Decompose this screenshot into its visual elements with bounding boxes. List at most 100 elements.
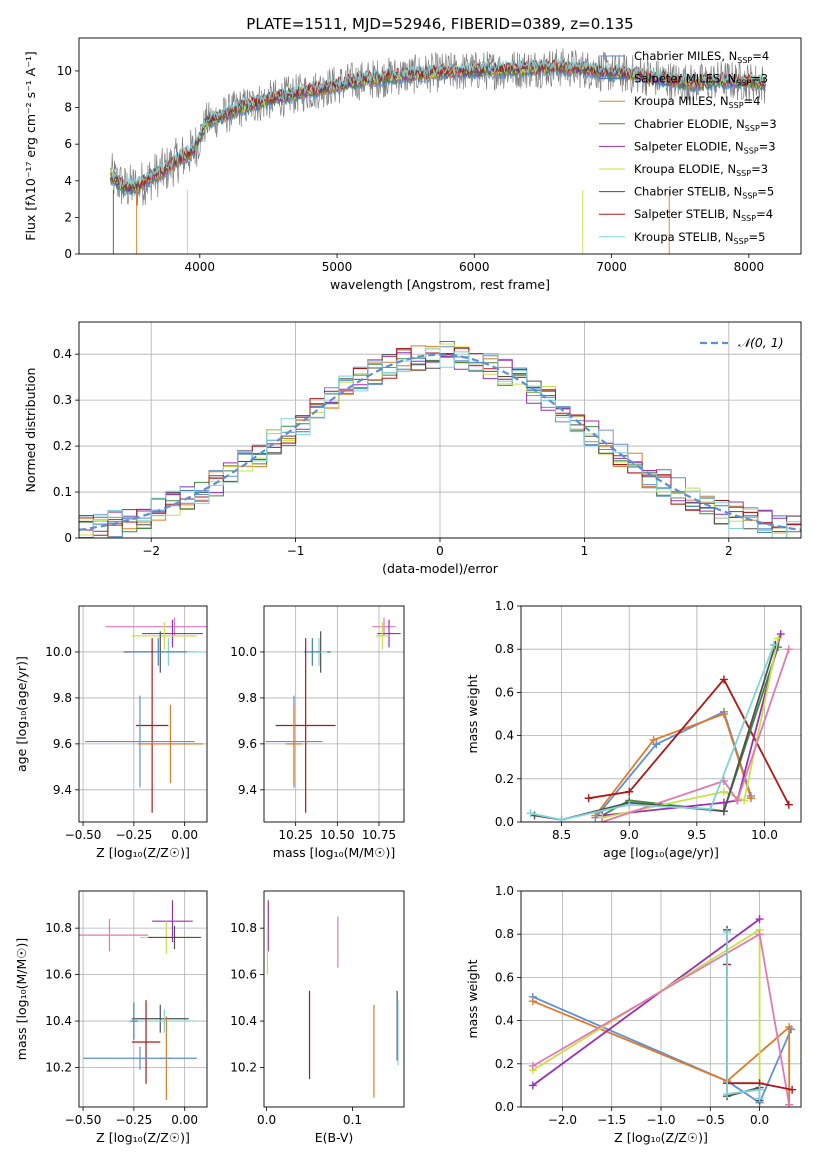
- y-tick-label: 10.2: [230, 1061, 257, 1075]
- x-tick-label: 8.5: [552, 828, 571, 842]
- error-bar-point: [135, 638, 169, 813]
- mass-weight-marker: [706, 805, 715, 814]
- x-tick-label: 9.0: [620, 828, 639, 842]
- y-axis-label: Flux [fλ10⁻¹⁷ erg cm⁻² s⁻¹ A⁻¹]: [23, 51, 38, 240]
- y-tick-label: 0.4: [495, 729, 514, 743]
- legend-label: Chabrier STELIB, NSSP=5: [634, 185, 774, 201]
- mass-weight-line: [532, 1000, 791, 1105]
- x-axis-label: (data-model)/error: [382, 561, 499, 576]
- axes-frame: [78, 605, 208, 823]
- x-axis-label: age [log₁₀(age/yr)]: [603, 845, 719, 860]
- y-tick-label: 10.8: [230, 921, 257, 935]
- y-tick-label: 6: [64, 137, 72, 151]
- error-bar-point: [83, 1046, 197, 1070]
- y-tick-label: 0: [64, 247, 72, 261]
- y-tick-label: 0.2: [495, 772, 514, 786]
- mass-weight-marker: [625, 800, 634, 809]
- y-tick-label: 9.8: [238, 691, 257, 705]
- error-bar-point: [79, 918, 149, 952]
- x-tick-label: −2.0: [548, 1113, 577, 1127]
- error-bar-point: [285, 704, 303, 783]
- x-tick-label: −1.0: [646, 1113, 675, 1127]
- residual-histogram: [79, 348, 801, 538]
- mass-weight-marker: [785, 1023, 794, 1032]
- legend-label: Chabrier ELODIE, NSSP=3: [634, 117, 777, 133]
- panel-mass_weight_vs_Z: −2.0 −1.5 −1.0 −0.5 0.0 0.0 0.2 0.4 0.6 0.8 1.0 Z […: [465, 884, 802, 1145]
- x-axis-label: mass [log₁₀(M/M☉)]: [273, 845, 395, 860]
- mass-weight-marker: [788, 1085, 797, 1094]
- x-tick-label: 0.00: [171, 828, 198, 842]
- y-tick-label: 0.4: [53, 347, 72, 361]
- mass-weight-marker: [785, 1100, 794, 1107]
- axes-frame: [78, 37, 802, 255]
- figure-title: PLATE=1511, MJD=52946, FIBERID=0389, z=0…: [246, 15, 633, 33]
- mass-weight-marker: [755, 930, 764, 939]
- panel-spectrum: 4000 5000 6000 7000 8000 0 2 4 6 8 10 wavelength [A…: [23, 37, 802, 292]
- error-bar-point: [304, 638, 321, 666]
- y-tick-label: 10.6: [230, 968, 257, 982]
- error-bar-point: [129, 1002, 138, 1040]
- plot-area: [526, 630, 793, 822]
- axes-frame: [520, 890, 802, 1108]
- x-tick-label: −0.25: [115, 828, 152, 842]
- x-tick-label: −0.25: [115, 1113, 152, 1127]
- legend-label: Kroupa STELIB, NSSP=5: [634, 230, 765, 246]
- y-tick-label: 10: [57, 64, 72, 78]
- plot-area: [528, 915, 797, 1107]
- x-tick-label: 7000: [596, 260, 627, 274]
- x-tick-label: −0.50: [65, 828, 102, 842]
- error-bar-point: [129, 638, 187, 666]
- y-tick-label: 0: [64, 531, 72, 545]
- legend-label: Chabrier MILES, NSSP=4: [634, 49, 769, 65]
- y-tick-label: 0.3: [53, 393, 72, 407]
- error-bar-point: [375, 622, 389, 650]
- y-tick-label: 10.0: [45, 645, 72, 659]
- y-tick-label: 0.1: [53, 485, 72, 499]
- y-tick-label: 9.6: [53, 737, 72, 751]
- y-tick-label: 10.2: [45, 1061, 72, 1075]
- y-tick-label: 10.4: [45, 1014, 72, 1028]
- error-bar-point: [131, 1009, 197, 1033]
- mass-weight-marker: [649, 735, 658, 744]
- plot-area: [110, 48, 766, 254]
- error-bar-point: [131, 1004, 189, 1033]
- plot-area: [79, 341, 801, 538]
- mass-weight-marker: [526, 809, 535, 818]
- mass-weight-marker: [528, 1061, 537, 1070]
- legend-label: Kroupa ELODIE, NSSP=3: [634, 162, 768, 178]
- x-tick-label: 0.0: [257, 1113, 276, 1127]
- mass-weight-marker: [719, 807, 728, 816]
- y-tick-label: 1.0: [495, 884, 514, 898]
- y-axis-label: mass weight: [465, 959, 480, 1038]
- x-tick-label: 0.1: [343, 1113, 362, 1127]
- mass-weight-marker: [598, 818, 607, 822]
- mass-weight-line: [530, 644, 775, 821]
- error-bar-point: [141, 619, 203, 648]
- y-tick-label: 0.2: [53, 439, 72, 453]
- mass-weight-marker: [719, 675, 728, 684]
- plot-area: [266, 900, 399, 1098]
- y-axis-label: mass [log₁₀(M/M☉)]: [14, 938, 29, 1060]
- error-bar-point: [131, 1000, 161, 1084]
- x-tick-label: 2: [725, 544, 733, 558]
- y-tick-label: 0.8: [495, 642, 514, 656]
- residual-histogram: [79, 343, 801, 536]
- panel-age_vs_Z: −0.50 −0.25 0.00 9.4 9.6 9.8 10.0 Z [log₁₀(Z/Z☉…: [14, 605, 208, 860]
- x-axis-label: wavelength [Angstrom, rest frame]: [330, 277, 550, 292]
- x-tick-label: 8000: [734, 260, 765, 274]
- panel-age_vs_mass: 10.25 10.50 10.75 9.4 9.6 9.8 10.0 mass [log₁₀(…: [230, 605, 405, 860]
- error-bar-point: [275, 638, 336, 813]
- error-bar-point: [105, 617, 207, 636]
- axes-frame: [263, 890, 405, 1108]
- error-bar-point: [152, 900, 193, 943]
- x-tick-label: 1: [581, 544, 589, 558]
- y-tick-label: 0.6: [495, 970, 514, 984]
- x-axis-label: E(B-V): [315, 1130, 354, 1145]
- y-tick-label: 4: [64, 174, 72, 188]
- y-tick-label: 9.4: [53, 783, 72, 797]
- y-tick-label: 0.0: [495, 815, 514, 829]
- error-bar-point: [148, 925, 201, 950]
- mass-weight-line: [532, 918, 761, 1087]
- mass-weight-line: [594, 712, 752, 817]
